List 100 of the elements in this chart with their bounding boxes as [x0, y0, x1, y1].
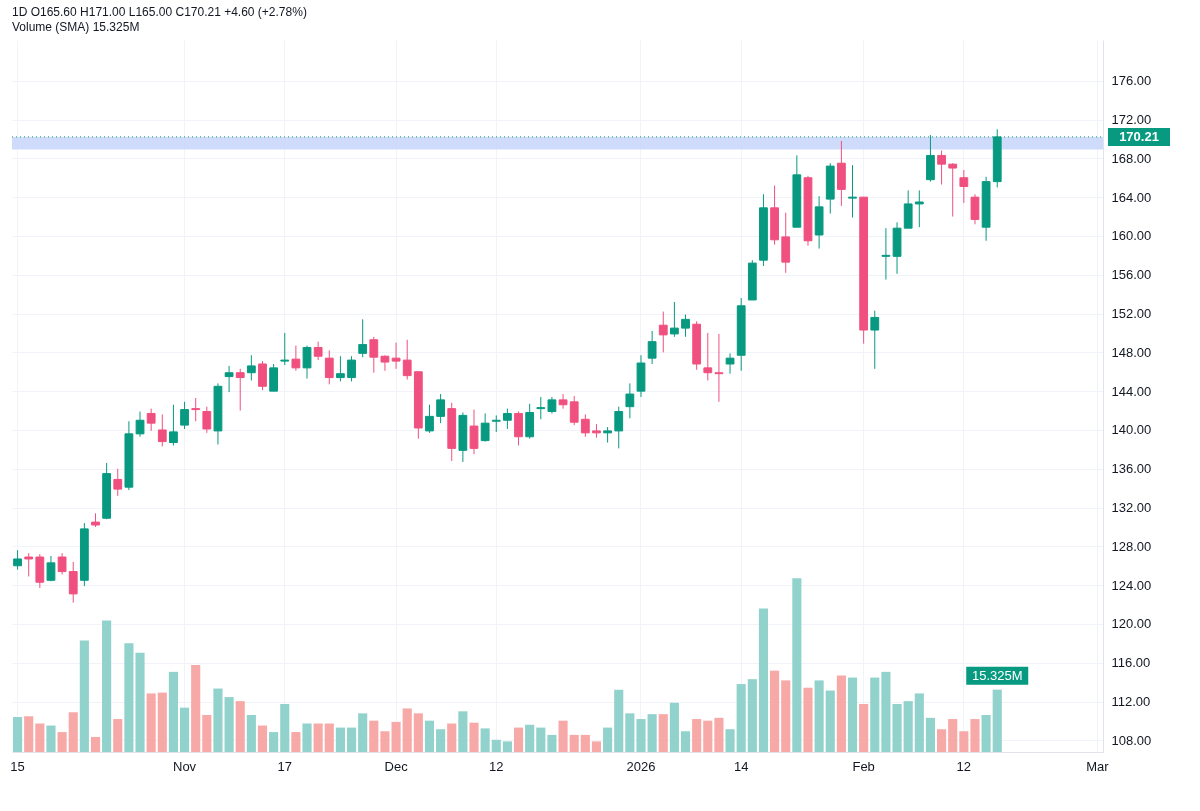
candlestick: [146, 408, 156, 432]
candlestick: [246, 354, 256, 381]
bar: [914, 693, 924, 752]
bar: [725, 729, 735, 752]
candlestick: [848, 164, 857, 219]
candlestick: [235, 368, 245, 412]
bar: [892, 703, 902, 752]
y-tick-label: 164.00: [1111, 189, 1152, 205]
bar: [391, 721, 401, 752]
bar: [647, 714, 657, 752]
candlestick: [380, 354, 390, 372]
candlestick: [503, 408, 512, 430]
candlestick: [469, 409, 479, 455]
y-tick-label: 116.00: [1111, 655, 1151, 671]
bar: [614, 689, 624, 752]
bar: [168, 671, 178, 752]
bar: [591, 741, 602, 752]
bar: [747, 679, 757, 752]
candlestick: [224, 365, 234, 393]
bar: [903, 701, 913, 752]
candlestick: [647, 330, 657, 365]
candlestick: [536, 396, 546, 420]
x-tick-label: 17: [277, 758, 292, 774]
bar: [224, 697, 234, 752]
y-tick-label: 144.00: [1111, 383, 1152, 399]
bar: [714, 717, 724, 752]
candlestick: [269, 363, 279, 392]
ref-line-label: 170.21: [1119, 128, 1159, 144]
bar: [135, 652, 145, 752]
bar: [57, 732, 67, 752]
bar: [369, 720, 379, 752]
candlestick: [681, 314, 690, 338]
bar: [825, 690, 835, 752]
data-label: 15.325M: [971, 667, 1023, 683]
bar: [35, 723, 45, 752]
y-tick-label: 160.00: [1111, 228, 1152, 244]
bar: [513, 727, 524, 752]
bar: [569, 734, 579, 752]
bar: [981, 714, 991, 752]
bar: [692, 719, 702, 752]
bar: [46, 725, 56, 752]
y-tick-label: 136.00: [1111, 461, 1152, 477]
y-tick-label: 172.00: [1111, 112, 1152, 128]
bar: [124, 643, 134, 752]
bar: [925, 717, 936, 752]
bar: [847, 677, 858, 752]
bar: [502, 741, 512, 752]
candlestick: [391, 342, 401, 370]
y-tick-label: 128.00: [1111, 538, 1152, 554]
bar: [658, 714, 668, 752]
candlestick: [358, 318, 368, 358]
bar: [937, 729, 947, 752]
candlestick: [135, 411, 145, 438]
bar: [235, 701, 245, 752]
bar: [447, 723, 457, 752]
candlestick: [24, 552, 34, 577]
bar: [179, 707, 190, 752]
candlestick: [970, 193, 980, 225]
bar: [90, 736, 101, 752]
bar: [536, 727, 546, 752]
candlestick: [725, 352, 735, 375]
bar: [79, 640, 89, 752]
bar: [246, 714, 256, 752]
bar: [836, 675, 846, 752]
bar: [580, 734, 590, 752]
bar: [257, 725, 268, 752]
candlestick: [714, 333, 724, 403]
bar: [458, 711, 468, 752]
bar: [491, 739, 501, 752]
bar: [13, 717, 23, 752]
bar: [636, 719, 646, 752]
candlestick: [703, 332, 713, 381]
candlestick: [514, 411, 523, 446]
bar: [424, 720, 435, 752]
bar: [792, 578, 802, 752]
candlestick: [881, 227, 891, 281]
candlestick: [68, 561, 78, 604]
y-tick-label: 112.00: [1111, 694, 1151, 710]
candlestick: [569, 395, 579, 426]
candlestick: [291, 345, 301, 372]
bar: [480, 728, 490, 752]
y-tick-label: 156.00: [1111, 267, 1152, 283]
candlestick: [46, 555, 56, 582]
x-tick-label: Dec: [384, 758, 409, 774]
candlestick: [302, 345, 312, 380]
bar: [881, 671, 891, 752]
x-tick-label: 12: [956, 758, 972, 774]
bar: [313, 723, 323, 752]
bar: [68, 712, 78, 752]
candlestick: [614, 406, 624, 449]
bar: [380, 731, 390, 752]
bar: [302, 723, 312, 752]
candlestick: [313, 341, 323, 361]
bar: [102, 620, 112, 752]
candlestick: [324, 349, 334, 385]
bar: [157, 692, 167, 752]
candlestick: [959, 169, 969, 204]
bar: [736, 684, 746, 752]
bar: [413, 713, 423, 752]
candlestick: [625, 382, 635, 419]
